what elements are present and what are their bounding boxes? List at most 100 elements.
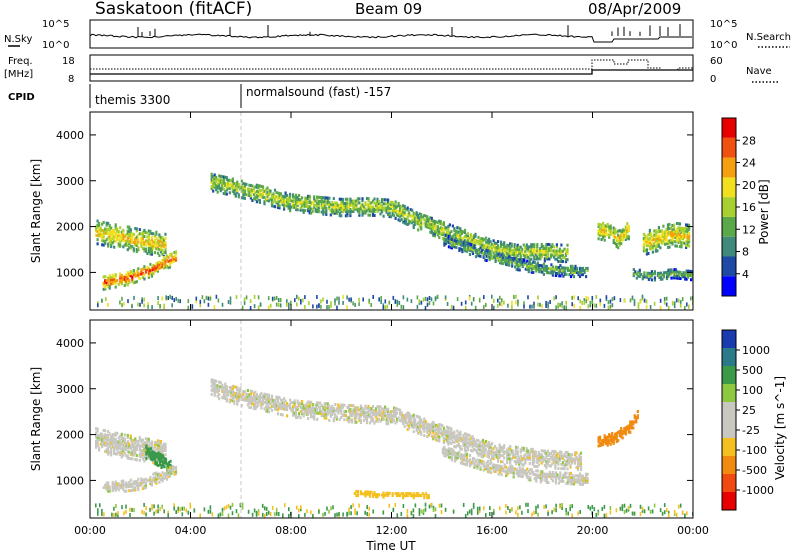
velocity-cell (472, 443, 476, 447)
power-cell (234, 184, 237, 188)
velocity-cell (123, 447, 126, 451)
velocity-cell (105, 487, 108, 491)
power-cell (686, 233, 689, 237)
power-speckle-cell (493, 298, 495, 303)
velocity-cell (98, 436, 101, 440)
velocity-cell (516, 460, 519, 464)
velocity-cell (439, 423, 442, 427)
velocity-cell (509, 459, 512, 463)
power-cell (117, 244, 120, 248)
power-speckle-cell (579, 299, 581, 304)
velocity-cell (264, 401, 268, 405)
velocity-cell (453, 453, 456, 457)
velocity-cell (528, 451, 531, 455)
velocity-cell (213, 379, 216, 383)
power-cell (444, 242, 447, 246)
velocity-cell (449, 456, 452, 459)
power-cell (128, 272, 131, 276)
power-cell (332, 203, 335, 207)
velocity-cell (403, 424, 406, 428)
power-cell (559, 264, 562, 268)
velocity-cell (485, 463, 488, 467)
velocity-cell (516, 450, 519, 454)
velocity-cell (320, 412, 323, 416)
velocity-cell (98, 446, 101, 450)
velocity-cell (122, 447, 125, 451)
power-cell (266, 186, 269, 190)
velocity-cell (492, 453, 495, 456)
power-speckle-cell (418, 299, 421, 304)
velocity-cell (104, 429, 107, 433)
power-cell (495, 252, 498, 256)
power-cell (210, 176, 213, 180)
power-cell (113, 245, 116, 249)
power-cell (518, 262, 521, 266)
power-cell (420, 217, 423, 221)
power-speckle-cell (671, 301, 674, 306)
velocity-cell (225, 391, 228, 395)
velocity-cell (171, 465, 175, 468)
power-cell (394, 208, 397, 212)
power-cell (362, 209, 366, 213)
velocity-cell (449, 447, 452, 451)
velocity-cell (450, 427, 453, 431)
power-y-axis-label: Slant Range [km] (29, 159, 43, 263)
velocity-cell (364, 410, 367, 414)
power-cell (670, 270, 673, 274)
power-cell (445, 230, 448, 234)
power-speckle-cell (267, 296, 270, 301)
power-cell (119, 242, 122, 246)
velocity-cell (456, 439, 459, 443)
power-cell (659, 229, 662, 233)
power-cell (645, 250, 648, 254)
power-cell (231, 179, 234, 183)
power-cell (565, 272, 568, 276)
velocity-cell (458, 454, 461, 458)
power-cell (406, 206, 409, 210)
power-cell (681, 231, 685, 235)
power-cell (507, 246, 510, 250)
velocity-cell (443, 454, 446, 458)
velocity-cell (108, 444, 111, 448)
colorbar-swatch (722, 177, 736, 198)
power-cell (278, 206, 281, 210)
power-cell (387, 200, 390, 204)
velocity-cell (169, 459, 172, 463)
power-speckle-cell (336, 296, 338, 301)
power-cell (240, 187, 243, 191)
power-cell (529, 264, 532, 268)
power-cell (316, 210, 319, 214)
power-cell (399, 206, 402, 210)
velocity-cell (212, 383, 215, 386)
power-cell (674, 230, 677, 233)
power-cell (168, 263, 172, 267)
velocity-cell (138, 454, 141, 458)
colorbar-swatch (722, 118, 736, 138)
power-cell (114, 235, 117, 239)
power-cell (307, 194, 310, 198)
power-cell (302, 200, 305, 204)
velocity-cell (323, 406, 326, 410)
power-cell (365, 209, 369, 213)
power-cell (138, 232, 141, 236)
power-cell (272, 204, 275, 208)
power-cell (368, 205, 372, 209)
power-cell (658, 271, 661, 275)
power-cell (666, 231, 670, 235)
velocity-cell (148, 450, 151, 454)
power-cell (658, 275, 661, 279)
velocity-cell (567, 459, 571, 463)
power-cell (665, 242, 668, 246)
velocity-cell (231, 384, 234, 388)
velocity-cell (475, 438, 479, 442)
power-cell (480, 251, 484, 255)
velocity-cell (266, 401, 269, 405)
power-cell (539, 264, 542, 268)
velocity-cell (387, 422, 390, 426)
velocity-cell (384, 411, 387, 415)
velocity-cell (110, 453, 113, 457)
power-cell (666, 223, 670, 227)
power-cell (117, 232, 120, 236)
velocity-cell (270, 396, 274, 400)
velocity-cell (147, 439, 150, 443)
